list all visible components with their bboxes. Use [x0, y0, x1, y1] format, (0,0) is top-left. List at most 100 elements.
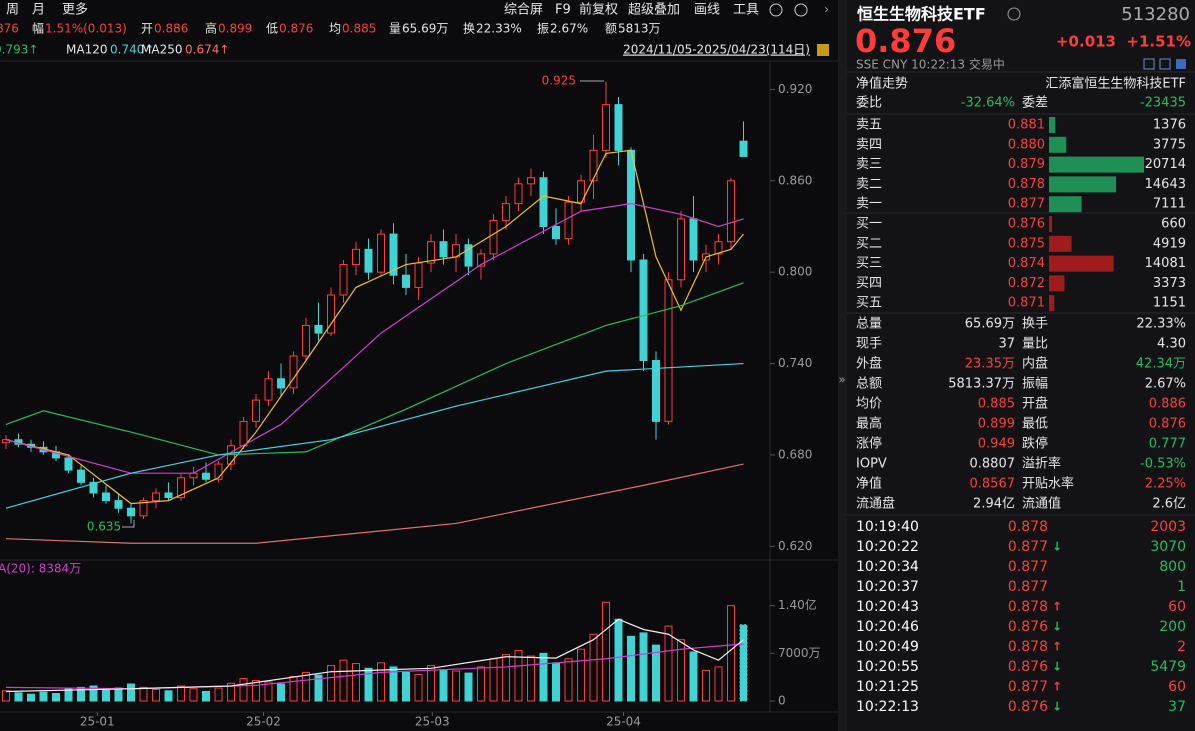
volume-bar [127, 683, 135, 702]
candle-body [427, 241, 435, 264]
ma-legend-label: MA120 [66, 43, 107, 57]
quote-label: 低 [266, 22, 278, 36]
tick-arrow: ↑ [1052, 680, 1062, 694]
volume-bar [289, 675, 298, 702]
stat-value: 0.876 [1149, 417, 1186, 432]
toolbar-button[interactable]: 画线 [694, 3, 720, 18]
stat-label: 流通值 [1022, 496, 1061, 512]
volume-bar [664, 625, 673, 702]
quote-value: 876 [0, 22, 19, 36]
stat-label: 最高 [856, 416, 882, 432]
quote-label: 均 [329, 22, 341, 36]
quote-value: 0.899 [218, 22, 252, 36]
candle-body [539, 177, 548, 227]
volume-bar [114, 687, 123, 702]
stat-label: IOPV [856, 457, 887, 472]
volume-bar [39, 691, 48, 702]
volume-bar [627, 635, 635, 702]
candle-body [677, 218, 685, 281]
book-label: 买一 [856, 217, 882, 232]
volume-bar [227, 682, 235, 702]
help-icon[interactable] [794, 3, 808, 17]
candle-body [414, 262, 423, 288]
volume-bar [302, 671, 310, 702]
tick-arrow: ↓ [1052, 540, 1062, 554]
toolbar-button[interactable]: F9 [555, 3, 571, 18]
volume-bar [252, 680, 260, 702]
stat-label: 总额 [856, 377, 882, 392]
toolbar-button[interactable]: 工具 [733, 3, 759, 18]
tick-time: 10:20:55 [856, 659, 919, 675]
ma-line [5, 203, 744, 474]
ma-line [5, 282, 744, 456]
stat-value: 0.899 [978, 417, 1015, 432]
stat-label: 跌停 [1022, 436, 1048, 452]
candle-body [564, 201, 573, 240]
candle-body [314, 324, 323, 334]
candle-body [739, 140, 748, 157]
volume-bar [714, 666, 723, 702]
candle-body [77, 469, 85, 483]
volume-bar [564, 658, 573, 702]
stat-label: 内盘 [1022, 356, 1048, 372]
y-tick-label: 0.740 [778, 356, 812, 370]
tick-price: 0.876 [1008, 699, 1048, 715]
settings-icon[interactable] [769, 3, 783, 17]
security-code: 513280 [1121, 4, 1190, 25]
quote-label: 换 [463, 22, 475, 36]
quote-value: 0.885 [342, 22, 376, 36]
stat-label: 现手 [856, 337, 882, 352]
book-price: 0.881 [1008, 118, 1045, 133]
splitter[interactable] [838, 0, 847, 731]
volume-bar [489, 658, 498, 702]
toolbar-button[interactable]: 综合屏 [504, 3, 543, 18]
book-price: 0.874 [1008, 256, 1045, 271]
tick-volume: 2 [1177, 639, 1186, 655]
stat-label: 涨停 [856, 436, 882, 452]
volume-bar [589, 633, 598, 702]
toolbar-button[interactable]: 超级叠加 [628, 3, 680, 18]
candle-body [189, 472, 198, 479]
book-label: 卖二 [856, 177, 882, 192]
stat-value: 0.8567 [970, 477, 1016, 492]
volume-bar [689, 651, 698, 702]
quote-label: 开 [141, 22, 153, 36]
book-price: 0.877 [1008, 197, 1045, 212]
tick-volume: 800 [1159, 559, 1186, 575]
volume-tick-label: 7000万 [778, 646, 821, 660]
volume-bar [389, 666, 398, 702]
toolbar-button[interactable]: 前复权 [579, 2, 618, 18]
quote-label: 高 [205, 21, 217, 36]
info-icon[interactable] [1007, 7, 1021, 21]
candle-body [439, 241, 448, 258]
status: SSE CNY 10:22:13 交易中 [856, 57, 1005, 72]
stat-value: 2.67% [1145, 377, 1186, 392]
book-price: 0.875 [1008, 236, 1045, 251]
collapse-icon[interactable]: » [838, 373, 845, 387]
depth-bar [1049, 216, 1053, 232]
tick-price: 0.877 [1008, 539, 1048, 555]
stat-value: 0.8807 [970, 457, 1016, 472]
tool-icon[interactable] [1143, 58, 1155, 70]
candle-body [552, 225, 560, 240]
tick-time: 10:20:43 [856, 599, 919, 615]
ma-legend-label: MA250 [141, 43, 182, 57]
tool-icon[interactable] [1176, 59, 1186, 69]
volume-bar [89, 685, 98, 702]
candle-body [277, 378, 285, 389]
next-icon[interactable]: › [824, 3, 829, 18]
lock-icon[interactable] [817, 44, 829, 56]
candle-body [127, 507, 135, 517]
tick-time: 10:20:37 [856, 579, 919, 595]
tick-volume: 2003 [1150, 519, 1186, 535]
candle-body [389, 233, 398, 276]
candle-body [652, 359, 660, 422]
volume-bar [239, 678, 248, 702]
stat-value: 2.94亿 [973, 497, 1015, 512]
y-tick-label: 0.860 [778, 173, 812, 187]
book-label: 卖三 [856, 157, 882, 172]
tool-icon[interactable] [1159, 58, 1171, 70]
annotation: 0.925 [542, 74, 576, 88]
tab[interactable]: 净值走势 [856, 76, 908, 92]
volume-bar [139, 686, 148, 702]
